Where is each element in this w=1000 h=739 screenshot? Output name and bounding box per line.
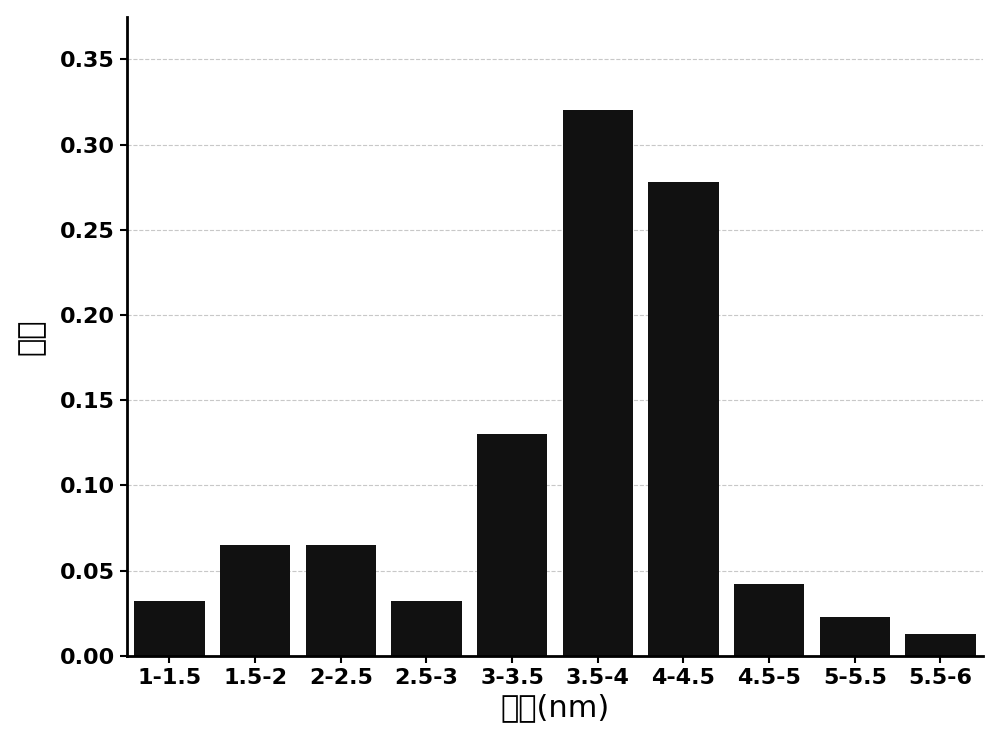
Bar	[306, 545, 376, 656]
Bar	[134, 602, 205, 656]
Bar	[820, 617, 890, 656]
X-axis label: 直径(nm): 直径(nm)	[500, 693, 610, 722]
Y-axis label: 频率: 频率	[17, 318, 46, 355]
Bar	[648, 182, 719, 656]
Bar	[477, 435, 547, 656]
Bar	[391, 602, 462, 656]
Bar	[905, 634, 976, 656]
Bar	[220, 545, 290, 656]
Bar	[563, 110, 633, 656]
Bar	[734, 585, 804, 656]
